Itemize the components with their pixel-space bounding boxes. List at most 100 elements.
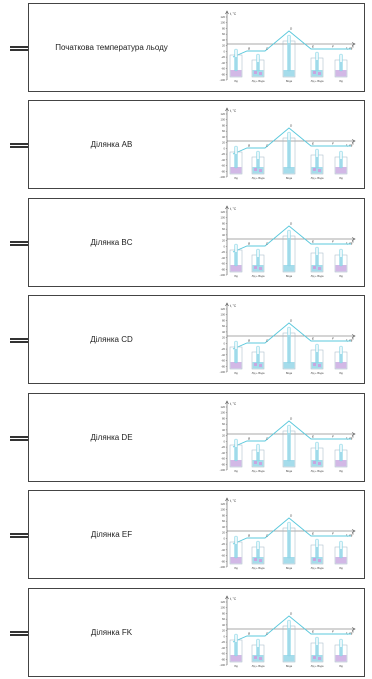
vessel-label: Лід + Вода	[311, 469, 324, 473]
y-tick-label: -40	[221, 158, 225, 162]
y-tick-label: -20	[221, 55, 225, 59]
card-label: Ділянка EF	[90, 530, 133, 539]
point-label: B	[248, 632, 250, 636]
card-label: Ділянка AB	[90, 140, 133, 149]
y-tick-label: 20	[222, 531, 225, 535]
y-tick-label: 60	[222, 519, 225, 523]
y-axis-label: t, °C	[230, 109, 237, 113]
vessel: Лід	[334, 345, 348, 375]
point-label: K	[352, 532, 355, 536]
drag-handle-icon[interactable]	[10, 436, 28, 441]
sortable-card[interactable]: Початкова температура льоду t, °C τ, хв 120…	[28, 3, 365, 92]
sortable-card[interactable]: Ділянка EF t, °C τ, хв 120 100 80 60 40 20 0 -20 -4…	[28, 490, 365, 579]
beaker-contents	[311, 265, 323, 272]
ice-cube	[313, 363, 316, 366]
vessel: Лід	[334, 248, 348, 278]
beaker-contents	[335, 362, 347, 369]
point-label: F	[332, 337, 334, 341]
beaker-contents	[335, 557, 347, 564]
point-label: E	[312, 630, 315, 634]
y-tick-label: 0	[224, 341, 226, 345]
vessel-label: Лід + Вода	[252, 566, 265, 570]
vessel-label: Лід	[234, 274, 238, 278]
point-label: F	[332, 435, 334, 439]
vessel: Лід + Вода	[311, 246, 324, 278]
drag-handle-icon[interactable]	[10, 46, 28, 51]
thermometer-liquid	[288, 140, 290, 168]
y-tick-label: 80	[222, 221, 225, 225]
thermometer-liquid	[288, 433, 290, 461]
thermometer-liquid	[288, 43, 290, 71]
point-label: F	[332, 45, 334, 49]
beaker-contents	[335, 167, 347, 174]
point-label: D	[290, 319, 293, 323]
y-tick-label: 100	[221, 411, 226, 415]
list-item: Ділянка DE t, °C τ, хв 120 100 80 60 40 20 0 -20 -4…	[0, 393, 372, 484]
drag-handle-icon[interactable]	[10, 241, 28, 246]
list-item: Ділянка EF t, °C τ, хв 120 100 80 60 40 20 0 -20 -4…	[0, 490, 372, 581]
thermometer-liquid	[235, 154, 237, 168]
point-label: C	[266, 144, 269, 148]
x-axis-label: τ, хв	[346, 144, 353, 148]
y-tick-label: 0	[224, 49, 226, 53]
y-tick-label: 20	[222, 44, 225, 48]
card-label: Ділянка DE	[90, 433, 133, 442]
vessel-label: Лід + Вода	[311, 566, 324, 570]
vessel: Лід	[229, 438, 243, 473]
sortable-card[interactable]: Ділянка FK t, °C τ, хв 120 100 80 60 40 20 0 -20 -4…	[28, 588, 365, 677]
vessel-label: Вода	[286, 274, 293, 278]
point-label: D	[290, 124, 293, 128]
x-axis-label: τ, хв	[346, 534, 353, 538]
thermometer-liquid	[316, 352, 318, 363]
y-tick-label: -20	[221, 347, 225, 351]
drag-handle-icon[interactable]	[10, 533, 28, 538]
list-item: Ділянка FK t, °C τ, хв 120 100 80 60 40 20 0 -20 -4…	[0, 588, 372, 679]
vessel: Вода	[282, 521, 296, 570]
y-axis-label: t, °C	[230, 402, 237, 406]
ice-cube	[254, 71, 257, 74]
vessel-label: Вода	[286, 79, 293, 83]
point-label: E	[312, 532, 315, 536]
thermometer-liquid	[340, 159, 342, 168]
point-label: K	[352, 337, 355, 341]
y-tick-label: -80	[221, 72, 225, 76]
y-tick-label: -100	[220, 273, 226, 277]
y-tick-label: -100	[220, 663, 226, 667]
x-axis-arrow-icon	[351, 334, 356, 338]
list-item: Ділянка AB t, °C τ, хв 120 100 80 60 40 20 0 -20 -4…	[0, 100, 372, 191]
drag-handle-icon[interactable]	[10, 631, 28, 636]
drag-handle-icon[interactable]	[10, 338, 28, 343]
point-label: E	[312, 337, 315, 341]
y-axis-arrow-icon	[225, 107, 229, 112]
beaker-contents	[311, 70, 323, 77]
y-tick-label: -40	[221, 646, 225, 650]
sortable-card[interactable]: Ділянка CD t, °C τ, хв 120 100 80 60 40 20 0 -20 -4…	[28, 295, 365, 384]
vessel-label: Лід	[234, 469, 238, 473]
beaker-contents	[230, 70, 242, 77]
ice-cube	[259, 657, 262, 660]
x-axis-label: τ, хв	[346, 339, 353, 343]
beaker-contents	[311, 362, 323, 369]
x-axis-arrow-icon	[351, 237, 356, 241]
sortable-card[interactable]: Ділянка BC t, °C τ, хв 120 100 80 60 40 20 0 -20 -4…	[28, 198, 365, 287]
y-axis-label: t, °C	[230, 12, 237, 16]
ice-cube	[259, 462, 262, 465]
y-tick-label: 120	[221, 15, 226, 19]
thermometer-liquid	[340, 647, 342, 656]
sortable-card[interactable]: Ділянка DE t, °C τ, хв 120 100 80 60 40 20 0 -20 -4…	[28, 393, 365, 482]
y-tick-label: 100	[221, 118, 226, 122]
y-tick-label: -100	[220, 468, 226, 472]
beaker-contents	[311, 655, 323, 662]
point-label: D	[290, 612, 293, 616]
sortable-card[interactable]: Ділянка AB t, °C τ, хв 120 100 80 60 40 20 0 -20 -4…	[28, 100, 365, 189]
vessel-label: Лід	[234, 371, 238, 375]
beaker-contents	[311, 557, 323, 564]
vessel: Лід + Вода	[311, 148, 324, 180]
beaker-contents	[252, 265, 264, 272]
point-label: E	[312, 142, 315, 146]
heating-curve	[232, 30, 351, 58]
card-label: Ділянка BC	[90, 238, 133, 247]
drag-handle-icon[interactable]	[10, 143, 28, 148]
